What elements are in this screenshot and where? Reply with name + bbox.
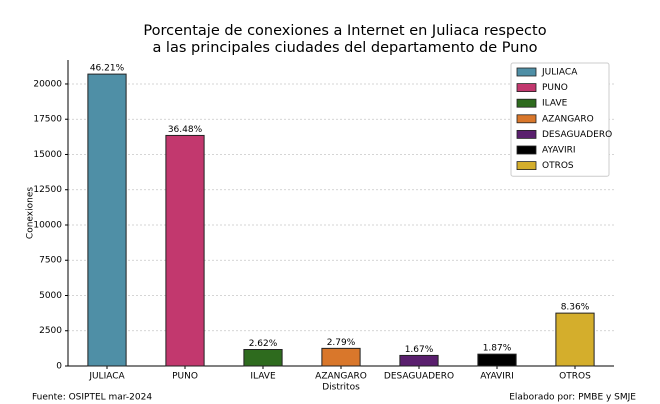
legend-swatch xyxy=(516,98,537,108)
chart-title: a las principales ciudades del departame… xyxy=(152,40,537,56)
legend-swatch xyxy=(516,129,537,139)
legend-swatch xyxy=(516,161,537,171)
bar xyxy=(243,349,283,367)
legend-swatch xyxy=(516,114,537,124)
legend-label: DESAGUADERO xyxy=(542,130,612,140)
legend-label: AZANGARO xyxy=(542,114,594,124)
data-label: 2.79% xyxy=(327,338,356,348)
x-tick-label: PUNO xyxy=(172,372,198,382)
bar xyxy=(399,354,439,367)
x-tick-label: OTROS xyxy=(559,372,591,382)
bar xyxy=(165,134,205,367)
bar xyxy=(87,73,127,367)
x-tick-label: ILAVE xyxy=(250,372,276,382)
legend-label: PUNO xyxy=(542,83,568,93)
legend-label: OTROS xyxy=(542,161,574,171)
x-axis-label: Distritos xyxy=(322,383,360,393)
bar xyxy=(477,353,517,367)
bar xyxy=(321,347,361,367)
y-tick-label: 10000 xyxy=(33,220,62,230)
legend-label: AYAVIRI xyxy=(542,146,576,156)
y-tick-label: 12500 xyxy=(33,185,62,195)
chart-title: Porcentaje de conexiones a Internet en J… xyxy=(143,23,546,39)
source-note: Fuente: OSIPTEL mar-2024 xyxy=(32,393,152,403)
bar xyxy=(555,312,595,367)
y-tick-label: 2500 xyxy=(39,326,62,336)
y-tick-label: 15000 xyxy=(33,150,62,160)
x-tick-label: AYAVIRI xyxy=(480,372,514,382)
x-tick-label: AZANGARO xyxy=(315,372,367,382)
data-label: 8.36% xyxy=(561,303,590,313)
legend-label: ILAVE xyxy=(542,99,568,109)
y-tick-label: 0 xyxy=(56,362,62,372)
legend-label: JULIACA xyxy=(541,68,578,78)
data-label: 36.48% xyxy=(168,125,203,135)
credit-note: Elaborado por: PMBE y SMJE xyxy=(509,393,636,403)
legend-swatch xyxy=(516,145,537,155)
y-tick-label: 5000 xyxy=(39,291,62,301)
y-tick-label: 17500 xyxy=(33,115,62,125)
data-label: 1.87% xyxy=(483,344,512,354)
x-tick-label: JULIACA xyxy=(88,372,125,382)
data-label: 46.21% xyxy=(90,64,125,74)
y-tick-label: 20000 xyxy=(33,79,62,89)
data-label: 2.62% xyxy=(249,339,278,349)
x-tick-label: DESAGUADERO xyxy=(384,372,454,382)
y-axis-label: Conexiones xyxy=(26,187,36,239)
legend-swatch xyxy=(516,67,537,77)
legend-swatch xyxy=(516,83,537,92)
y-tick-label: 7500 xyxy=(39,256,62,266)
data-label: 1.67% xyxy=(405,345,434,355)
